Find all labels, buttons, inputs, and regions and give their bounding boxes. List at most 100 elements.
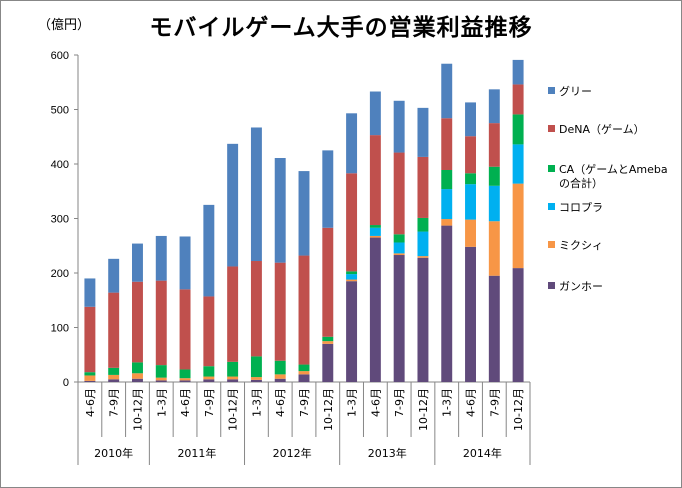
bar-segment bbox=[84, 380, 96, 382]
bar-segment bbox=[465, 102, 476, 137]
legend-label: DeNA（ゲーム） bbox=[559, 123, 645, 136]
y-tick-label: 600 bbox=[51, 50, 69, 62]
bar-segment bbox=[441, 219, 453, 226]
bar-segment bbox=[488, 185, 500, 222]
bar-segment bbox=[369, 135, 381, 226]
year-group-label: 2010年 bbox=[94, 446, 133, 460]
bar-segment bbox=[84, 306, 96, 373]
bar-segment bbox=[274, 378, 286, 382]
legend-label: ミクシィ bbox=[559, 239, 603, 252]
x-tick-label: 10-12月 bbox=[227, 388, 240, 431]
y-axis-unit-label: （億円） bbox=[38, 18, 91, 33]
bar-segment bbox=[108, 292, 120, 368]
legend-label: の合計） bbox=[559, 176, 603, 190]
x-tick-label: 10-12月 bbox=[131, 388, 144, 431]
legend-label: グリー bbox=[559, 84, 592, 98]
legend-swatch bbox=[548, 125, 555, 132]
bar-segment bbox=[155, 235, 167, 281]
legend-label: コロプラ bbox=[559, 201, 603, 214]
bar-segment bbox=[322, 227, 334, 337]
bar-segment bbox=[132, 378, 143, 382]
bar-segment bbox=[132, 373, 143, 379]
bar-segment bbox=[393, 234, 405, 243]
bar-segment bbox=[179, 378, 191, 381]
bar-segment bbox=[465, 136, 476, 174]
legend-swatch bbox=[548, 165, 555, 172]
bar-segment bbox=[417, 156, 429, 218]
bar-segment bbox=[298, 255, 310, 365]
bar-segment bbox=[132, 281, 143, 363]
y-tick-label: 500 bbox=[51, 105, 69, 117]
bar-segment bbox=[250, 261, 262, 357]
bar-segment bbox=[250, 356, 262, 378]
x-tick-label: 4-6月 bbox=[84, 388, 97, 417]
bar-segment bbox=[488, 221, 500, 276]
bar-segment bbox=[346, 279, 358, 282]
bar-segment bbox=[108, 258, 120, 293]
bar-segment bbox=[346, 113, 358, 174]
y-tick-label: 400 bbox=[51, 159, 69, 171]
bar-segment bbox=[417, 107, 429, 157]
bar-segment bbox=[512, 144, 524, 184]
x-tick-label: 7-9月 bbox=[298, 388, 311, 417]
bar-segment bbox=[227, 143, 239, 267]
bar-segment bbox=[179, 369, 191, 379]
x-tick-label: 10-12月 bbox=[322, 388, 335, 431]
bar-segment bbox=[488, 166, 500, 186]
bar-segment bbox=[512, 268, 524, 382]
bar-segment bbox=[84, 372, 96, 376]
bar-segment bbox=[179, 380, 191, 382]
x-tick-label: 1-3月 bbox=[346, 388, 359, 417]
bar-segment bbox=[417, 257, 429, 382]
bar-segment bbox=[393, 100, 405, 153]
x-tick-label: 7-9月 bbox=[393, 388, 406, 417]
bar-segment bbox=[512, 84, 524, 115]
bar-segment bbox=[322, 336, 334, 342]
bar-segment bbox=[488, 275, 500, 382]
bar-segment bbox=[369, 235, 381, 238]
bar-segment bbox=[393, 255, 405, 382]
x-tick-label: 10-12月 bbox=[417, 388, 430, 431]
bar-segment bbox=[393, 253, 405, 256]
bar-segment bbox=[274, 374, 286, 379]
legend-swatch bbox=[548, 241, 555, 248]
bar-segment bbox=[227, 266, 239, 362]
x-tick-label: 7-9月 bbox=[108, 388, 121, 417]
bar-segment bbox=[155, 365, 167, 378]
bar-segment bbox=[417, 256, 429, 258]
bar-segment bbox=[108, 379, 120, 382]
bar-segment bbox=[441, 169, 453, 190]
year-group-label: 2012年 bbox=[273, 446, 312, 460]
year-group-label: 2014年 bbox=[463, 446, 502, 460]
x-tick-label: 1-3月 bbox=[441, 388, 454, 417]
bar-segment bbox=[441, 189, 453, 220]
bar-segment bbox=[298, 374, 310, 382]
bar-segment bbox=[227, 379, 239, 382]
bar-segment bbox=[417, 217, 429, 232]
y-tick-label: 300 bbox=[51, 214, 69, 226]
bar-segment bbox=[512, 59, 524, 85]
y-tick-label: 200 bbox=[51, 268, 69, 280]
bar-segment bbox=[346, 271, 358, 275]
bar-segment bbox=[346, 173, 358, 272]
bar-segment bbox=[393, 152, 405, 235]
x-tick-label: 1-3月 bbox=[250, 388, 263, 417]
bar-segment bbox=[84, 375, 96, 381]
year-group-label: 2011年 bbox=[177, 446, 216, 460]
x-tick-label: 7-9月 bbox=[488, 388, 501, 417]
bar-segment bbox=[465, 219, 476, 247]
x-tick-label: 4-6月 bbox=[179, 388, 192, 417]
bar-segment bbox=[203, 296, 215, 367]
legend-swatch bbox=[548, 282, 555, 289]
bar-segment bbox=[108, 374, 120, 380]
bar-segment bbox=[322, 341, 334, 344]
bar-segment bbox=[203, 366, 215, 377]
bar-segment bbox=[393, 242, 405, 254]
bar-segment bbox=[155, 380, 167, 382]
bar-segment bbox=[465, 184, 476, 220]
bar-segment bbox=[441, 63, 453, 119]
bar-segment bbox=[274, 158, 286, 263]
y-tick-label: 0 bbox=[63, 377, 69, 389]
